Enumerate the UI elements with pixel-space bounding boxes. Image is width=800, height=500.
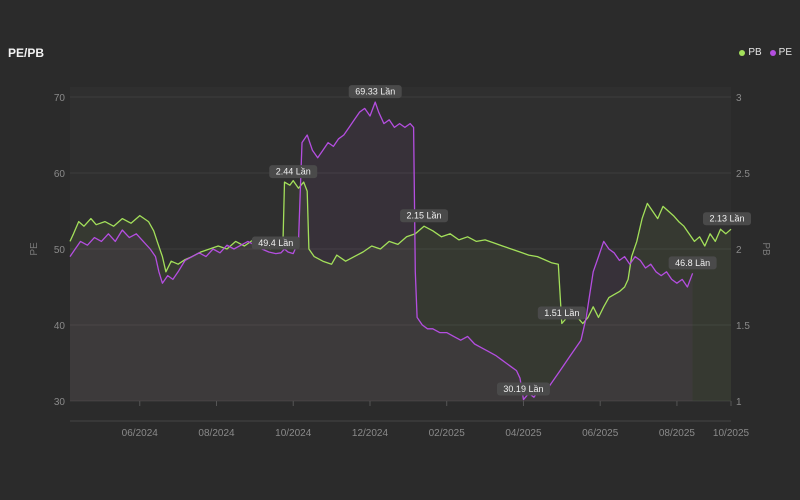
chart-title: PE/PB bbox=[8, 46, 45, 60]
x-tick-label: 08/2025 bbox=[659, 428, 696, 439]
callout-label: 2.15 Lần bbox=[407, 211, 442, 221]
legend: PB PE bbox=[739, 47, 792, 58]
series-line-pe bbox=[69, 101, 694, 401]
callout-label: 2.13 Lần bbox=[709, 214, 744, 224]
x-tick-label: 02/2025 bbox=[429, 428, 466, 439]
callout-bg bbox=[348, 85, 402, 99]
callout-pb: 2.44 Lần bbox=[269, 165, 318, 179]
callout-pe: 30.19 Lần bbox=[496, 382, 550, 396]
left-tick-label: 60 bbox=[54, 169, 66, 180]
callout-bg bbox=[668, 256, 717, 270]
callout-label: 30.19 Lần bbox=[503, 384, 543, 394]
series-area-pe bbox=[70, 102, 693, 401]
legend-dot-pb-icon bbox=[739, 49, 746, 56]
left-tick-label: 50 bbox=[54, 245, 66, 256]
callout-bg bbox=[496, 382, 550, 396]
callout-bg bbox=[400, 209, 449, 223]
right-axis-title: PB bbox=[760, 242, 771, 256]
right-tick-label: 2.5 bbox=[736, 169, 750, 180]
series-line-pb bbox=[69, 179, 732, 325]
x-tick-label: 04/2025 bbox=[505, 428, 542, 439]
plot-area bbox=[70, 87, 731, 401]
callout-bg bbox=[537, 306, 586, 320]
x-tick-label: 06/2025 bbox=[582, 428, 619, 439]
x-tick-label: 10/2025 bbox=[713, 428, 750, 439]
right-tick-label: 1.5 bbox=[736, 321, 750, 332]
right-tick-label: 2 bbox=[736, 245, 742, 256]
callout-bg bbox=[251, 236, 300, 250]
callout-pb: 2.15 Lần bbox=[400, 209, 449, 223]
x-tick-label: 12/2024 bbox=[352, 428, 389, 439]
callout-bg bbox=[269, 165, 318, 179]
callout-pb: 2.13 Lần bbox=[703, 212, 751, 226]
x-tick-label: 08/2024 bbox=[198, 428, 235, 439]
right-tick-label: 1 bbox=[736, 397, 742, 408]
left-tick-label: 30 bbox=[54, 397, 66, 408]
callout-pe: 69.33 Lần bbox=[348, 85, 402, 99]
x-tick-label: 10/2024 bbox=[275, 428, 312, 439]
x-tick-label: 06/2024 bbox=[122, 428, 159, 439]
callout-label: 69.33 Lần bbox=[355, 87, 395, 97]
right-tick-label: 3 bbox=[736, 93, 742, 104]
legend-dot-pe-icon bbox=[769, 49, 776, 56]
legend-item-pb[interactable]: PB bbox=[739, 47, 762, 58]
callout-label: 2.44 Lần bbox=[276, 167, 311, 177]
callout-label: 1.51 Lần bbox=[544, 308, 579, 318]
series-area-pb bbox=[70, 180, 731, 401]
left-axis-title: PE bbox=[29, 242, 40, 256]
left-tick-label: 40 bbox=[54, 321, 66, 332]
legend-item-pe[interactable]: PE bbox=[769, 47, 792, 58]
callout-pb: 1.51 Lần bbox=[537, 306, 586, 320]
callout-label: 46.8 Lần bbox=[675, 258, 710, 268]
callout-bg bbox=[703, 212, 751, 226]
legend-label-pe: PE bbox=[778, 47, 792, 58]
callout-pe: 46.8 Lần bbox=[668, 256, 717, 270]
left-tick-label: 70 bbox=[54, 93, 66, 104]
callout-label: 49.4 Lần bbox=[258, 238, 293, 248]
callout-pe: 49.4 Lần bbox=[251, 236, 300, 250]
legend-label-pb: PB bbox=[748, 47, 762, 58]
